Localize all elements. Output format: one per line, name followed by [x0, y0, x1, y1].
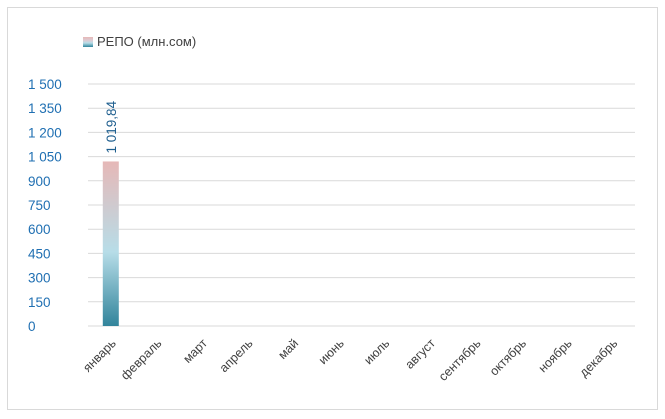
x-tick-label: январь: [80, 336, 119, 375]
y-tick-label: 600: [28, 222, 51, 237]
x-tick-label: октябрь: [487, 336, 529, 378]
y-tick-label: 150: [28, 295, 51, 310]
legend: РЕПО (млн.сом): [83, 34, 196, 49]
y-tick-label: 750: [28, 198, 51, 213]
x-tick-label: июнь: [316, 336, 347, 367]
x-tick-label: март: [180, 336, 210, 366]
y-tick-label: 1 500: [28, 77, 62, 92]
legend-label: РЕПО (млн.сом): [97, 34, 197, 49]
x-tick-label: апрель: [217, 336, 256, 375]
data-label: 1 019,84: [104, 100, 119, 153]
y-tick-label: 450: [28, 246, 51, 261]
legend-swatch: [83, 36, 93, 47]
x-tick-label: ноябрь: [536, 336, 575, 375]
x-tick-label: февраль: [118, 336, 164, 382]
y-tick-label: 1 350: [28, 101, 62, 116]
y-tick-label: 0: [28, 319, 36, 334]
x-tick-label: май: [275, 336, 301, 362]
y-tick-label: 300: [28, 271, 51, 286]
x-tick-label: сентябрь: [436, 336, 484, 384]
x-tick-label: декабрь: [577, 336, 621, 380]
y-tick-label: 1 050: [28, 150, 62, 165]
bar: [102, 161, 119, 326]
x-tick-label: июль: [361, 336, 392, 367]
y-tick-label: 1 200: [28, 125, 62, 140]
y-tick-label: 900: [28, 174, 51, 189]
x-tick-label: август: [402, 336, 438, 372]
